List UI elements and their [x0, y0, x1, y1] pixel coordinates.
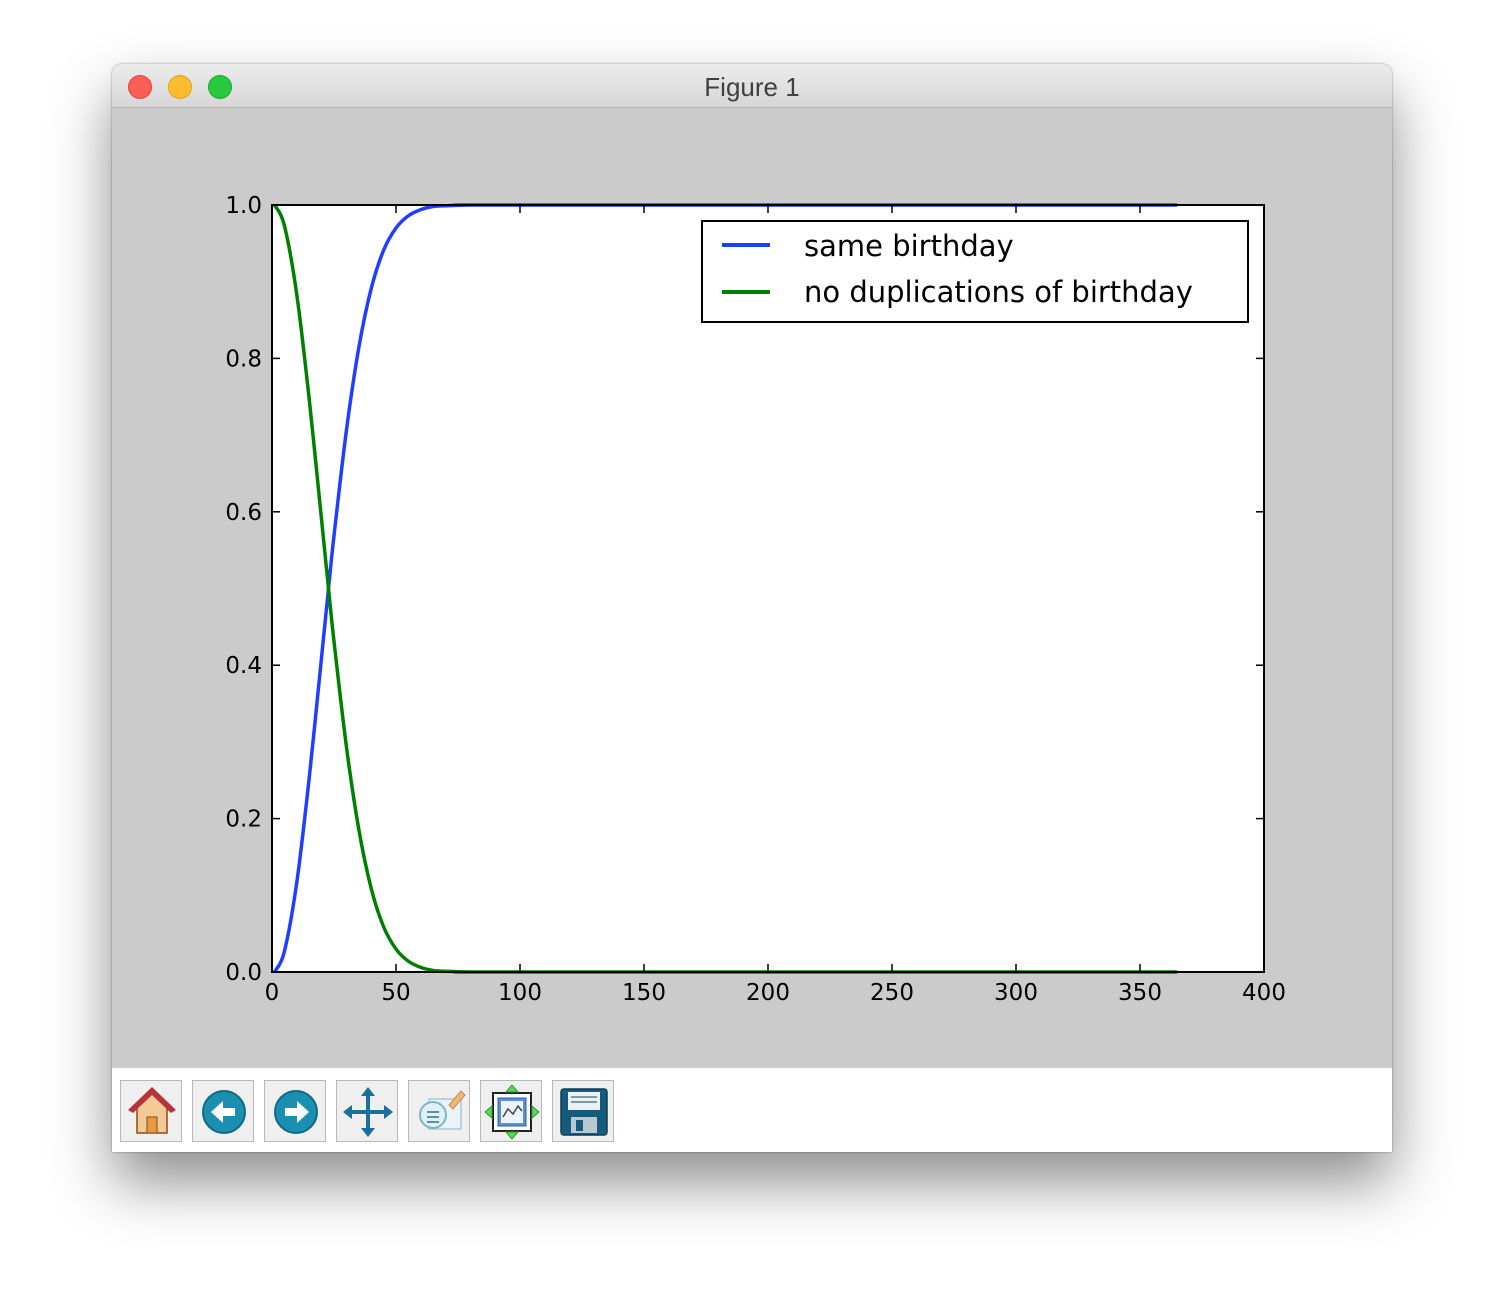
x-tick-label: 0: [265, 980, 280, 1006]
y-tick-label: 1.0: [225, 193, 262, 219]
maximize-button[interactable]: [208, 75, 232, 99]
subplots-button[interactable]: [480, 1080, 542, 1142]
legend-box: [701, 220, 1249, 323]
y-tick-label: 0.0: [225, 960, 262, 986]
figure-window: Figure 1 0 50 100 150 200 250 300 350 400 0.0 0.2 0…: [112, 64, 1392, 1152]
pan-button[interactable]: [336, 1080, 398, 1142]
figure-canvas[interactable]: 0 50 100 150 200 250 300 350 400 0.0 0.2 0.4 0.6 0.8 1…: [112, 108, 1392, 1068]
floppy-disk-icon: [560, 1088, 608, 1136]
home-icon: [128, 1087, 176, 1134]
legend: same birthday no duplications of birthda…: [701, 220, 1249, 323]
plot-area: [272, 205, 1264, 972]
back-arrow-icon: [202, 1090, 246, 1134]
y-tick-label: 0.2: [225, 807, 262, 833]
home-button[interactable]: [120, 1080, 182, 1142]
navigation-toolbar: [112, 1068, 1392, 1152]
x-tick-label: 300: [994, 980, 1038, 1006]
y-tick-label: 0.4: [225, 653, 262, 679]
forward-button[interactable]: [264, 1080, 326, 1142]
window-title: Figure 1: [704, 72, 800, 102]
x-tick-label: 150: [622, 980, 666, 1006]
x-tick-label: 400: [1242, 980, 1286, 1006]
axes-frame: [271, 204, 1265, 973]
legend-label-no-duplications: no duplications of birthday: [804, 275, 1193, 309]
x-tick-label: 250: [870, 980, 914, 1006]
subplots-icon: [484, 1084, 540, 1140]
forward-arrow-icon: [274, 1090, 318, 1134]
move-icon: [343, 1087, 393, 1137]
zoom-rect-icon: [419, 1090, 466, 1130]
x-tick-label: 200: [746, 980, 790, 1006]
minimize-button[interactable]: [168, 75, 192, 99]
y-tick-label: 0.6: [225, 500, 262, 526]
close-button[interactable]: [128, 75, 152, 99]
back-button[interactable]: [192, 1080, 254, 1142]
y-tick-label: 0.8: [225, 346, 262, 372]
x-tick-label: 350: [1118, 980, 1162, 1006]
x-tick-label: 100: [498, 980, 542, 1006]
zoom-button[interactable]: [408, 1080, 470, 1142]
line-chart: 0 50 100 150 200 250 300 350 400 0.0 0.2 0.4 0.6 0.8 1…: [225, 193, 1286, 1006]
x-tick-label: 50: [381, 980, 410, 1006]
save-button[interactable]: [552, 1080, 614, 1142]
legend-label-same-birthday: same birthday: [804, 229, 1014, 263]
title-bar[interactable]: Figure 1: [112, 64, 1392, 108]
